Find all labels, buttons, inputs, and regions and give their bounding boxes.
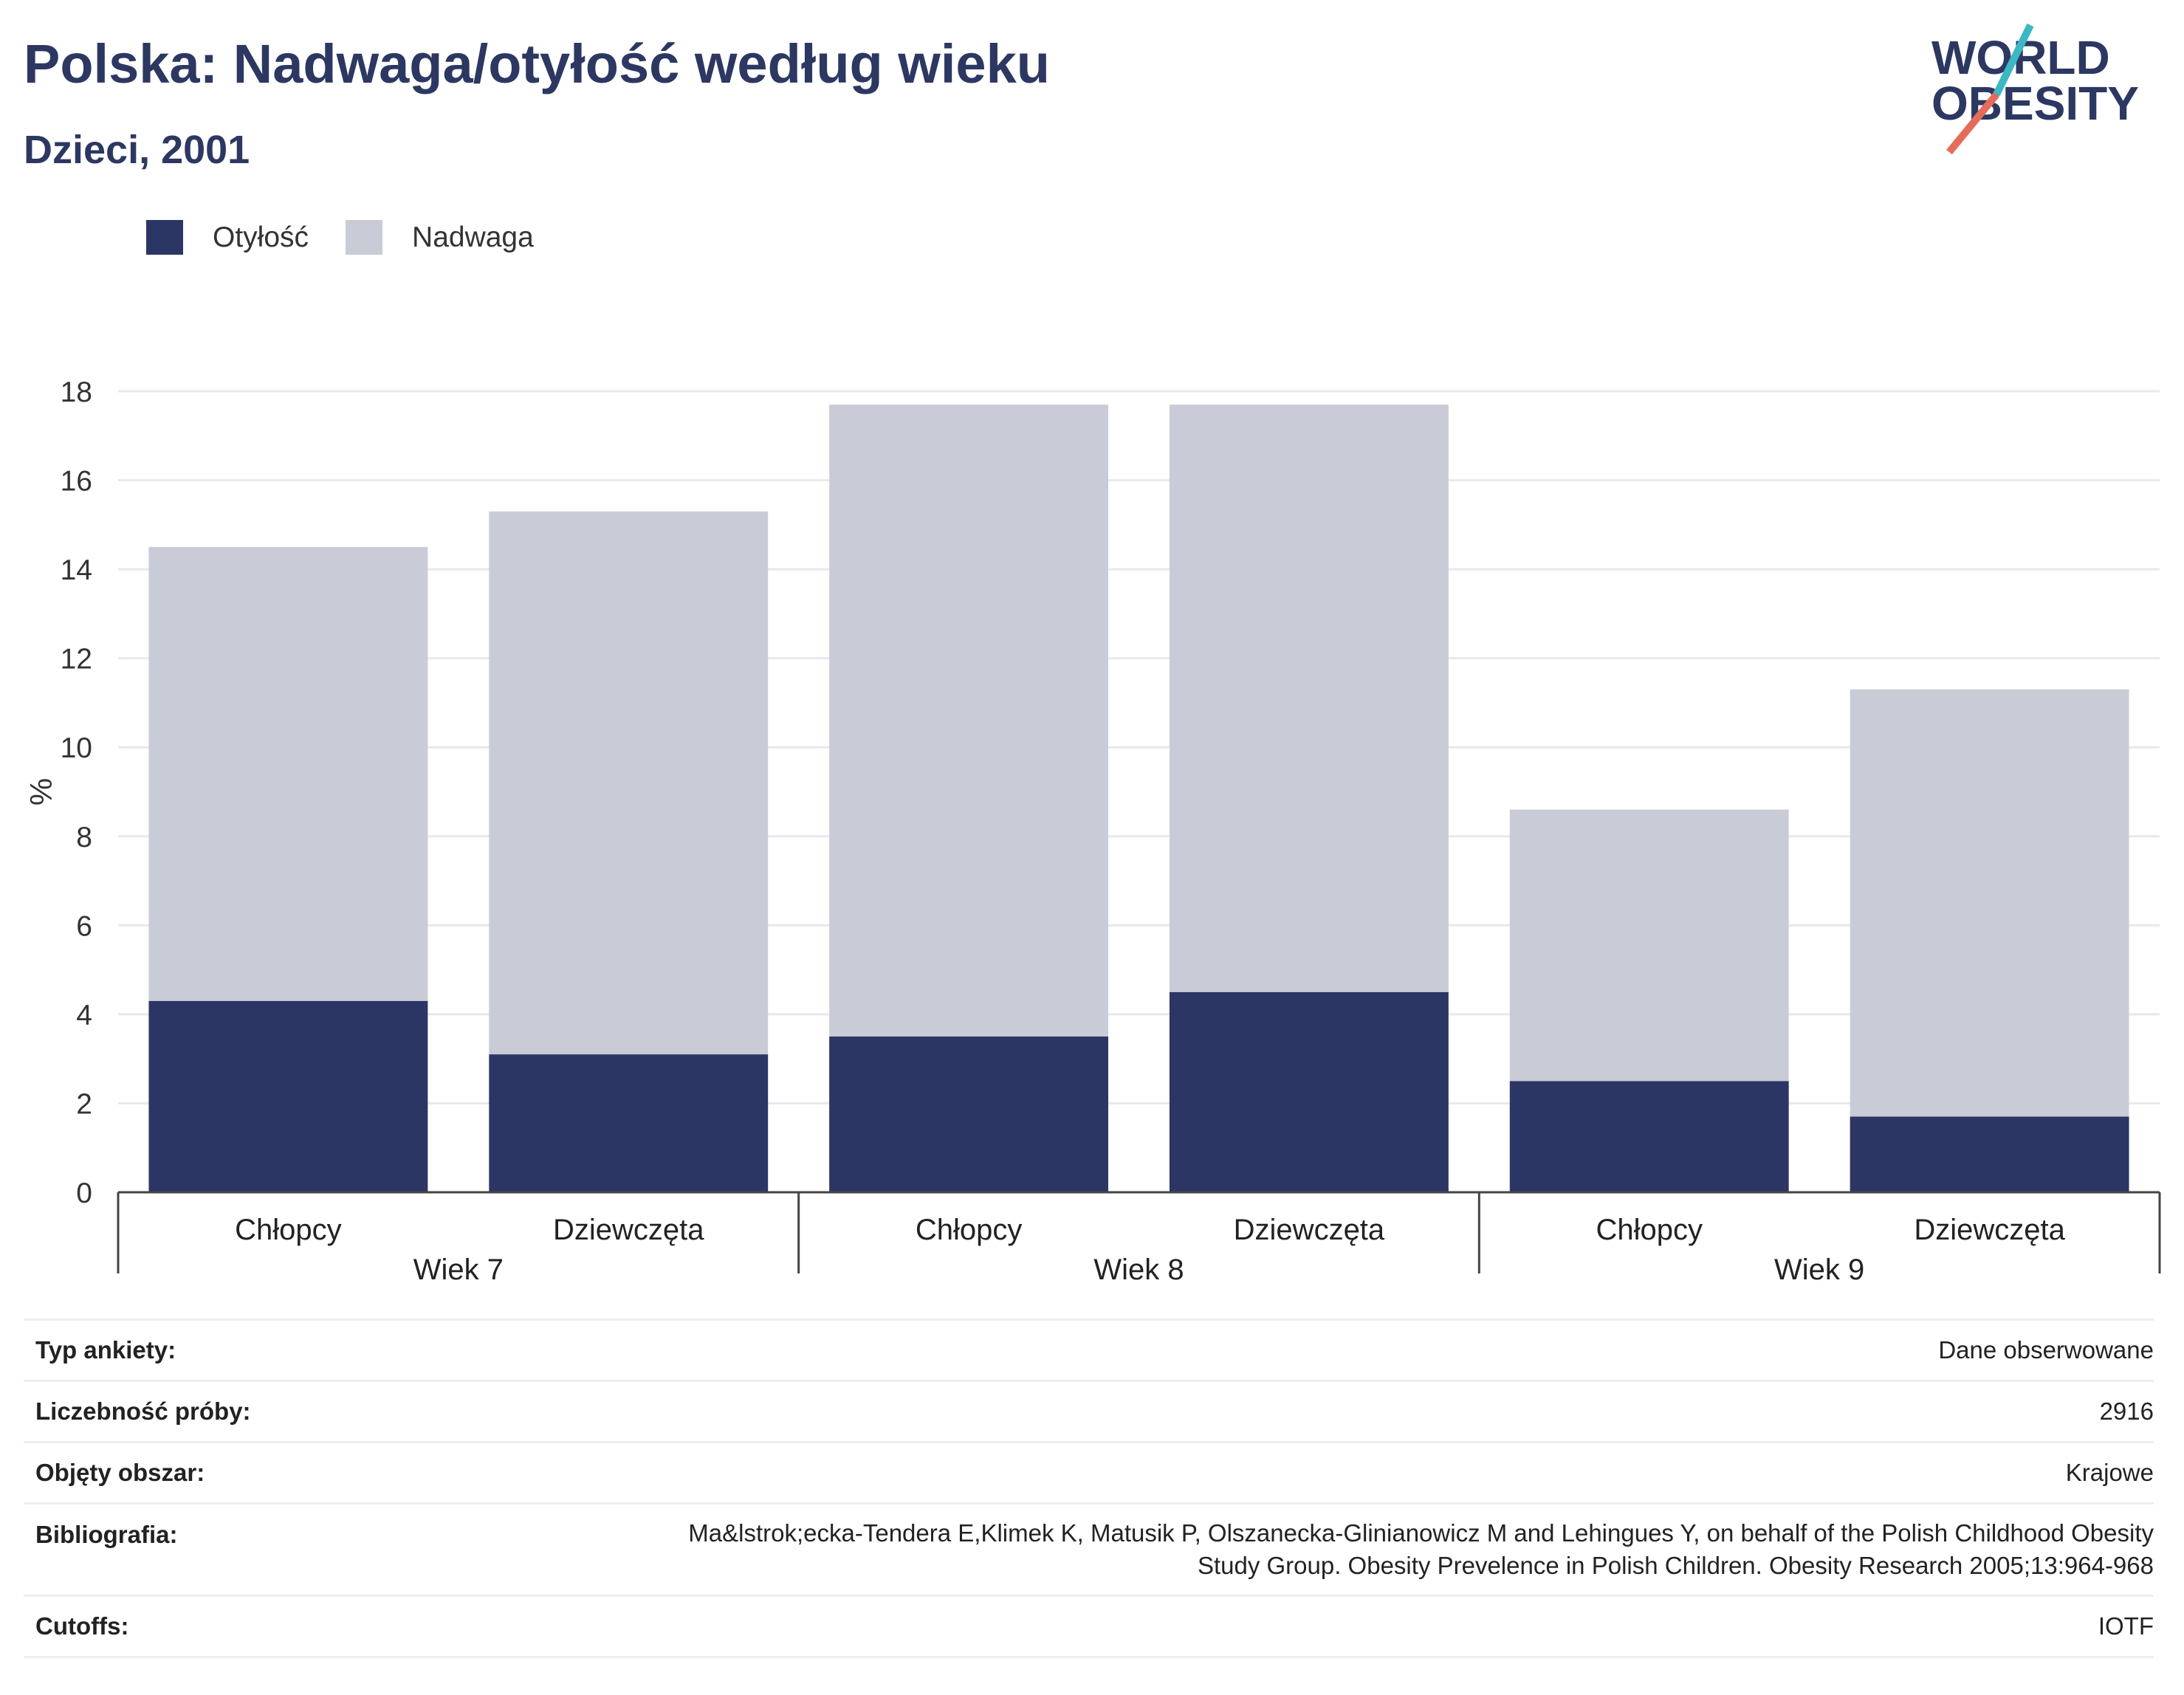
x-category-label-1: Dziewczęta — [553, 1214, 704, 1246]
info-value-sample-size: 2916 — [2099, 1397, 2154, 1425]
legend-label-otylosc: Otyłość — [213, 221, 309, 253]
info-label-area: Objęty obszar: — [35, 1459, 205, 1486]
x-category-label-0: Chłopcy — [235, 1214, 342, 1246]
info-row-cutoffs: Cutoffs: IOTF — [24, 1595, 2154, 1658]
legend-swatch-otylosc — [146, 220, 183, 255]
bar-nadwaga-2 — [829, 405, 1109, 1037]
bar-otylosc-1 — [489, 1054, 769, 1192]
info-row-sample-size: Liczebność próby: 2916 — [24, 1380, 2154, 1441]
info-table: Typ ankiety: Dane obserwowane Liczebność… — [24, 1318, 2154, 1658]
x-category-label-3: Dziewczęta — [1234, 1214, 1385, 1246]
legend-item-otylosc[interactable]: Otyłość — [146, 220, 309, 255]
bar-nadwaga-1 — [489, 511, 769, 1055]
x-category-label-2: Chłopcy — [916, 1214, 1023, 1246]
world-obesity-logo: WORLD OBESITY — [1931, 23, 2139, 155]
y-tick-label-8: 8 — [76, 822, 92, 853]
stacked-bar-chart: 0 2 4 6 8 10 12 14 16 18% Chłopcy Dziewczęta Chłopcy… — [24, 377, 2161, 1286]
logo-line2: OBESITY — [1931, 77, 2139, 130]
x-category-label-5: Dziewczęta — [1914, 1214, 2065, 1246]
info-row-survey-type: Typ ankiety: Dane obserwowane — [24, 1318, 2154, 1380]
bar-nadwaga-4 — [1509, 809, 1789, 1082]
info-value-survey-type: Dane obserwowane — [1938, 1336, 2154, 1364]
info-row-area: Objęty obszar: Krajowe — [24, 1441, 2154, 1502]
y-tick-label-2: 2 — [76, 1088, 92, 1120]
x-category-label-4: Chłopcy — [1596, 1214, 1703, 1246]
bar-otylosc-0 — [148, 1000, 428, 1192]
bibliography-line-2: Study Group. Obesity Prevelence in Polis… — [1197, 1552, 2154, 1579]
info-value-bibliography: Ma&lstrok;ecka-Tendera E,Klimek K, Matus… — [688, 1517, 2154, 1582]
bar-nadwaga-5 — [1850, 689, 2129, 1117]
y-tick-label-14: 14 — [61, 554, 92, 586]
x-group-label-0: Wiek 7 — [413, 1254, 504, 1286]
info-row-bibliography: Bibliografia: Ma&lstrok;ecka-Tendera E,K… — [24, 1502, 2154, 1595]
x-group-label-2: Wiek 9 — [1774, 1254, 1864, 1286]
legend-label-nadwaga: Nadwaga — [412, 221, 534, 253]
y-tick-label-6: 6 — [76, 910, 92, 942]
y-tick-label-0: 0 — [76, 1177, 92, 1209]
x-group-label-1: Wiek 8 — [1093, 1254, 1184, 1286]
info-label-bibliography: Bibliografia: — [35, 1521, 178, 1548]
chart-subtitle: Dzieci, 2001 — [24, 128, 250, 172]
chart-title: Polska: Nadwaga/otyłość według wieku — [24, 33, 1050, 94]
legend: Otyłość Nadwaga — [146, 220, 571, 255]
bar-otylosc-2 — [829, 1036, 1109, 1192]
y-tick-label-12: 12 — [61, 644, 92, 675]
info-value-cutoffs: IOTF — [2098, 1612, 2154, 1640]
legend-item-nadwaga[interactable]: Nadwaga — [346, 220, 534, 255]
bar-nadwaga-0 — [148, 546, 428, 1001]
y-tick-label-16: 16 — [61, 466, 92, 498]
info-label-cutoffs: Cutoffs: — [35, 1612, 129, 1640]
bar-otylosc-4 — [1509, 1081, 1789, 1192]
y-tick-label-18: 18 — [61, 377, 92, 408]
bar-nadwaga-3 — [1169, 405, 1449, 992]
bar-otylosc-3 — [1169, 991, 1449, 1192]
bibliography-line-1: Ma&lstrok;ecka-Tendera E,Klimek K, Matus… — [688, 1519, 2154, 1547]
info-value-area: Krajowe — [2065, 1459, 2154, 1486]
y-axis-label: % — [24, 778, 58, 805]
bar-otylosc-5 — [1850, 1116, 2129, 1192]
y-tick-label-4: 4 — [76, 1000, 92, 1031]
y-tick-label-10: 10 — [61, 732, 92, 764]
info-label-survey-type: Typ ankiety: — [35, 1336, 176, 1364]
legend-swatch-nadwaga — [346, 220, 383, 255]
info-label-sample-size: Liczebność próby: — [35, 1397, 251, 1425]
